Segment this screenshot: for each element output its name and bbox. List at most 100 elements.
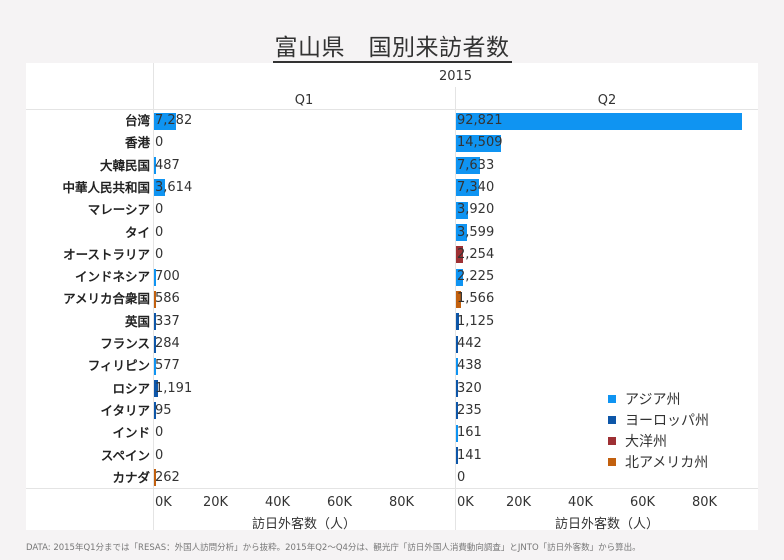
legend-item-asia[interactable]: アジア州 xyxy=(608,388,709,409)
quarter-header-q1: Q1 xyxy=(294,93,314,108)
bar-q2[interactable] xyxy=(456,201,469,219)
value-label-q2: 235 xyxy=(457,402,482,418)
row-label: 台湾 xyxy=(124,113,150,128)
bar-q2[interactable] xyxy=(456,224,468,241)
chart-title: 富山県 国別来訪者数 xyxy=(0,28,784,63)
row-label: 大韓民国 xyxy=(99,157,150,173)
legend: アジア州 ヨーロッパ州 大洋州 北アメリカ州 xyxy=(608,388,709,472)
bar-q2[interactable] xyxy=(456,447,458,464)
row-label: タイ xyxy=(124,224,150,240)
bar-q2[interactable] xyxy=(456,290,461,308)
bar-q1[interactable] xyxy=(154,380,158,398)
chart-title-text: 富山県 国別来訪者数 xyxy=(272,35,512,63)
legend-item-oceania[interactable]: 大洋州 xyxy=(608,430,709,451)
bar-q2[interactable] xyxy=(456,424,458,442)
row-label: インド xyxy=(112,425,150,441)
row-label: アメリカ合衆国 xyxy=(63,291,150,307)
bar-q1[interactable] xyxy=(154,357,156,375)
bar-q1[interactable] xyxy=(154,290,156,308)
bar-q1[interactable] xyxy=(154,313,156,331)
value-label-q1: 337 xyxy=(155,313,180,329)
legend-item-europe[interactable]: ヨーロッパ州 xyxy=(608,409,709,430)
bar-q1[interactable] xyxy=(154,402,156,420)
value-label-q1: 0 xyxy=(155,246,164,262)
bar-q2[interactable] xyxy=(456,134,501,152)
value-label-q1: 0 xyxy=(155,135,164,151)
bar-q1[interactable] xyxy=(154,157,156,175)
legend-swatch-icon xyxy=(608,457,616,466)
bar-q2[interactable] xyxy=(456,335,458,353)
bar-q2[interactable] xyxy=(456,357,458,375)
bar-q1[interactable] xyxy=(154,112,177,130)
data-source-footnote: DATA: 2015年Q1分までは「RESAS：外国人訪問分析」から抜粋。201… xyxy=(26,543,641,553)
value-label-q2: 92,821 xyxy=(457,113,503,128)
legend-label: 大洋州 xyxy=(625,433,667,450)
bar-q1[interactable] xyxy=(154,268,157,286)
value-label-q1: 0 xyxy=(155,447,164,463)
x-tick-q2-60k: 60K xyxy=(630,495,656,510)
legend-swatch-icon xyxy=(608,415,616,424)
divider-quarters xyxy=(455,87,456,530)
value-label-q1: 586 xyxy=(155,291,180,307)
row-label: スペイン xyxy=(100,447,150,463)
x-tick-q1-0: 0K xyxy=(155,495,172,510)
value-label-q2: 438 xyxy=(457,358,482,374)
bar-q2[interactable] xyxy=(456,402,458,420)
value-label-q1: 262 xyxy=(155,469,180,485)
row-label: カナダ xyxy=(112,469,150,485)
value-label-q1: 284 xyxy=(155,336,180,351)
row-label: 中華人民共和国 xyxy=(62,179,150,195)
value-label-q1: 577 xyxy=(155,358,180,374)
value-label-q2: 0 xyxy=(457,469,466,485)
divider-axis xyxy=(26,488,758,489)
bar-q2[interactable] xyxy=(456,157,480,175)
divider-header xyxy=(26,109,758,110)
row-label: 香港 xyxy=(124,135,150,151)
x-axis-title-q2: 訪日外客数（人） xyxy=(554,517,659,532)
row-label: オーストラリア xyxy=(63,246,150,262)
value-label-q2: 320 xyxy=(457,380,482,396)
value-label-q2: 14,509 xyxy=(457,135,503,151)
bar-q2[interactable] xyxy=(456,380,458,398)
row-label: インドネシア xyxy=(74,269,150,285)
bar-q2[interactable] xyxy=(456,179,479,197)
value-label-q1: 95 xyxy=(155,402,172,418)
x-tick-q1-20k: 20K xyxy=(203,495,229,510)
x-tick-q1-80k: 80K xyxy=(389,495,415,510)
value-label-q2: 141 xyxy=(457,447,482,463)
value-label-q2: 3,920 xyxy=(457,202,495,218)
bar-q1[interactable] xyxy=(154,469,156,487)
value-label-q2: 1,566 xyxy=(457,291,495,307)
value-label-q2: 7,633 xyxy=(457,157,495,173)
value-label-q1: 487 xyxy=(155,157,180,173)
chart-panel: 2015 Q1 Q2 台湾 7,282 92,821 香港 0 14,509 大韓民国 487… xyxy=(26,63,758,532)
row-label: ロシア xyxy=(112,380,150,396)
x-tick-q2-0: 0K xyxy=(457,495,474,510)
value-label-q1: 0 xyxy=(155,202,164,218)
quarter-header-q2: Q2 xyxy=(597,93,617,108)
legend-label: 北アメリカ州 xyxy=(625,454,709,471)
value-label-q2: 3,599 xyxy=(457,224,495,240)
value-label-q2: 2,225 xyxy=(457,269,495,285)
bar-q2[interactable] xyxy=(456,268,463,286)
row-label: イタリア xyxy=(100,402,150,418)
bar-q2[interactable] xyxy=(456,112,742,130)
bar-q1[interactable] xyxy=(154,335,156,353)
value-label-q1: 0 xyxy=(155,224,164,240)
x-tick-q1-40k: 40K xyxy=(265,495,291,510)
divider-row-labels xyxy=(153,63,154,530)
legend-swatch-icon xyxy=(608,436,616,445)
x-axis-title-q1: 訪日外客数（人） xyxy=(251,517,356,532)
year-header: 2015 xyxy=(438,69,473,84)
x-tick-q2-80k: 80K xyxy=(692,495,718,510)
bar-q1[interactable] xyxy=(154,179,166,197)
legend-label: アジア州 xyxy=(625,391,681,408)
row-label: フランス xyxy=(100,336,150,351)
x-tick-q2-20k: 20K xyxy=(506,495,532,510)
bar-q2[interactable] xyxy=(456,246,463,264)
row-label: 英国 xyxy=(124,313,150,329)
value-label-q1: 700 xyxy=(155,269,180,285)
value-label-q2: 161 xyxy=(457,425,482,441)
bar-q2[interactable] xyxy=(456,313,460,331)
legend-item-north-america[interactable]: 北アメリカ州 xyxy=(608,451,709,472)
